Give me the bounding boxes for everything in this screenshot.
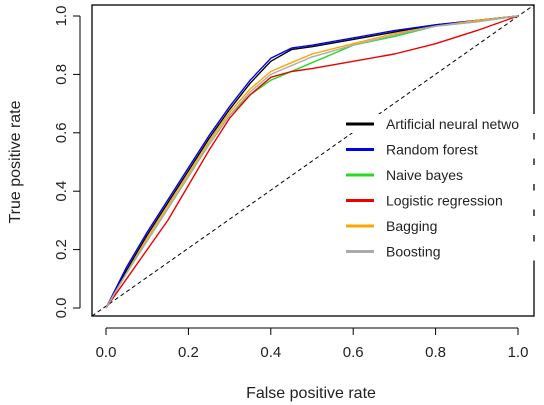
legend-item-bg: [342, 241, 538, 261]
x-tick-label: 0.0: [96, 344, 117, 361]
legend-label-boosting: Boosting: [386, 244, 440, 260]
legend-item-bg: [342, 165, 538, 184]
reference-diagonal: [91, 4, 535, 317]
y-tick-label: 0.8: [53, 64, 70, 85]
legend-label-naive-bayes: Naive bayes: [386, 167, 463, 183]
legend-item-bg: [342, 190, 538, 210]
x-tick-label: 0.2: [178, 344, 199, 361]
series-line-random-forest: [105, 15, 519, 309]
legend-item-bg: [342, 114, 538, 133]
y-axis: 0.0 0.2 0.4 0.6 0.8 1.0: [53, 6, 81, 319]
legend-label-logistic-regression: Logistic regression: [386, 193, 503, 209]
y-tick-label: 1.0: [53, 6, 70, 27]
plot-frame: [91, 4, 535, 317]
series-line-naive-bayes: [105, 15, 519, 309]
x-tick-label: 0.8: [425, 344, 446, 361]
y-tick-label: 0.4: [53, 181, 70, 202]
series-line-bagging: [105, 15, 519, 309]
legend-label-bagging: Bagging: [386, 218, 437, 234]
y-tick-label: 0.0: [53, 298, 70, 319]
y-axis-label: True positive rate: [7, 100, 24, 223]
legend-label-artificial-neural-netwo: Artificial neural netwo: [386, 116, 519, 132]
legend-item-bg: [342, 139, 538, 159]
series-group: [105, 15, 519, 309]
y-tick-label: 0.6: [53, 122, 70, 143]
x-tick-label: 0.6: [343, 344, 364, 361]
x-axis-label: False positive rate: [246, 385, 376, 402]
series-line-boosting: [105, 15, 519, 309]
y-tick-label: 0.2: [53, 239, 70, 260]
legend-label-random-forest: Random forest: [386, 142, 478, 158]
series-line-logistic-regression: [105, 15, 519, 309]
x-tick-label: 1.0: [508, 344, 529, 361]
x-axis: 0.0 0.2 0.4 0.6 0.8 1.0: [96, 327, 529, 361]
series-line-artificial-neural-netwo: [105, 15, 519, 309]
legend-item-bg: [342, 216, 538, 235]
legend: Artificial neural netwo Random forest Naiv…: [342, 114, 538, 261]
x-tick-label: 0.4: [260, 344, 281, 361]
